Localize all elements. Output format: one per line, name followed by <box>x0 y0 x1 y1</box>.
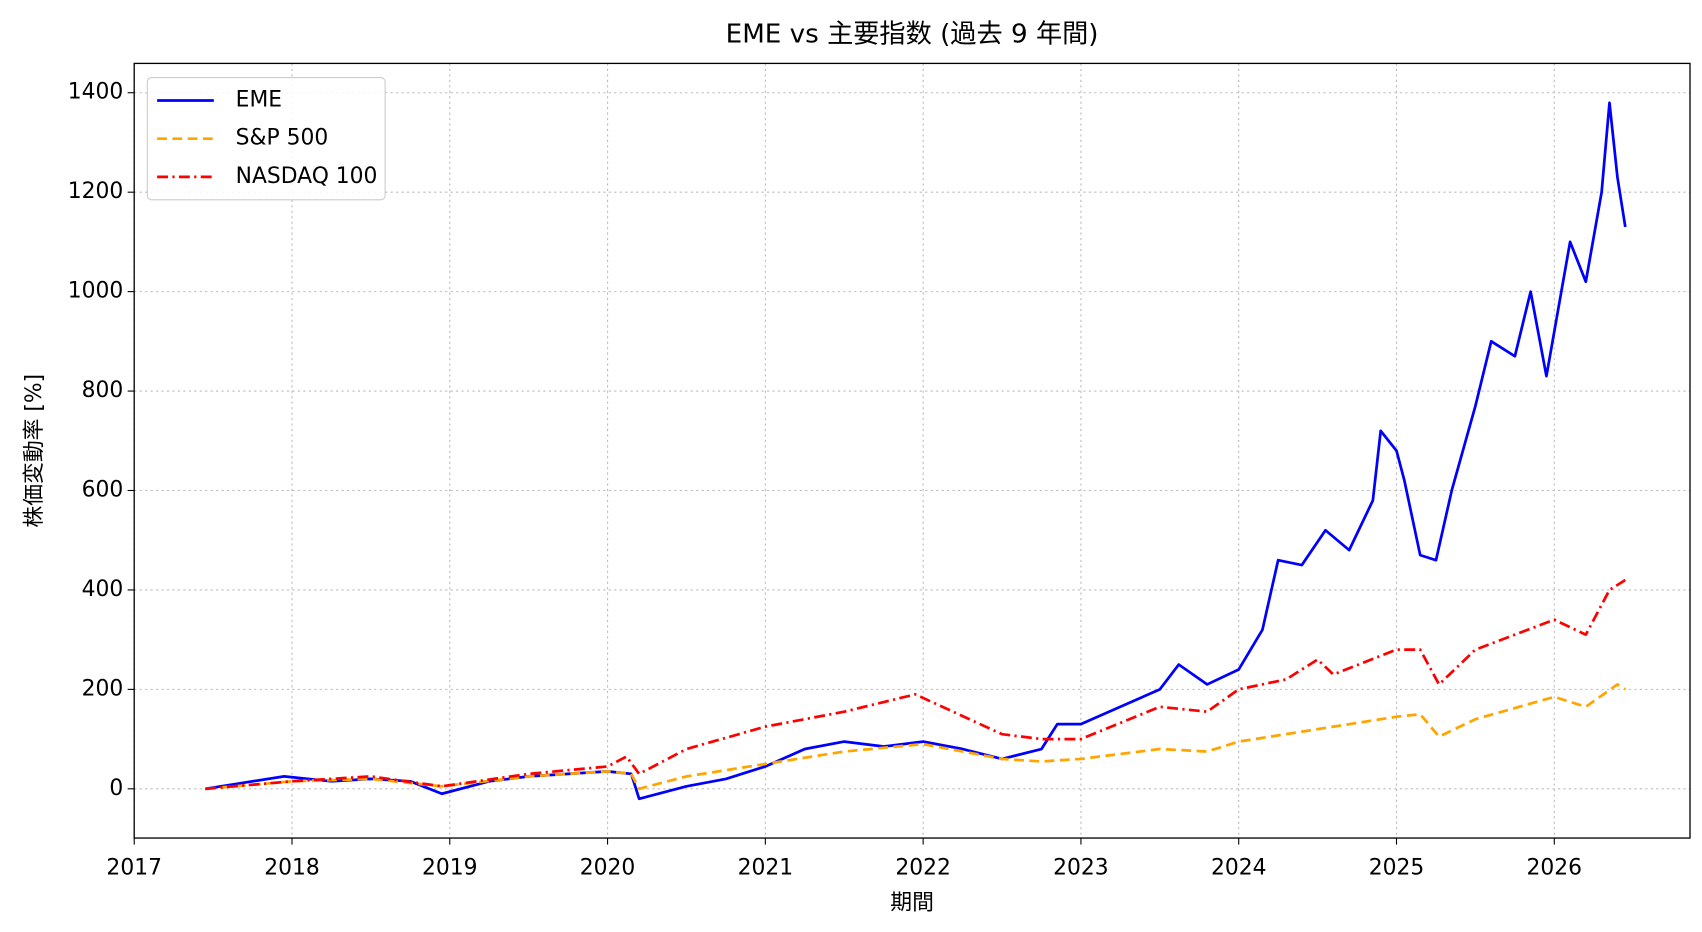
data-line <box>205 578 1627 791</box>
x-tick-label: 2020 <box>580 856 636 881</box>
legend-box <box>146 77 386 201</box>
x-tick-label: 2018 <box>264 856 320 881</box>
data-line <box>205 683 1627 791</box>
x-tick-label: 2023 <box>1053 856 1109 881</box>
legend-label: S&P 500 <box>236 126 329 151</box>
y-tick-label: 400 <box>82 577 124 602</box>
legend-label: NASDAQ 100 <box>236 164 378 189</box>
y-axis-label: 株価変動率 [%] <box>22 374 47 528</box>
x-axis-label: 期間 <box>890 891 934 916</box>
y-tick-label: 200 <box>82 676 124 701</box>
x-tick-label: 2017 <box>106 856 162 881</box>
y-tick-label: 1200 <box>68 179 124 204</box>
x-tick-label: 2025 <box>1369 856 1425 881</box>
x-tick-label: 2024 <box>1211 856 1267 881</box>
legend: EME S&P 500 NASDAQ 100 <box>146 77 386 201</box>
plot-frame <box>133 62 1691 839</box>
y-tick-label: 1000 <box>68 279 124 304</box>
x-tick-label: 2019 <box>422 856 478 881</box>
x-tick-label: 2026 <box>1527 856 1583 881</box>
y-tick-label: 800 <box>82 378 124 403</box>
data-line <box>205 101 1627 801</box>
y-tick-label: 0 <box>109 776 123 801</box>
chart-title: EME vs 主要指数 (過去 9 年間) <box>726 20 1099 50</box>
x-tick-label: 2022 <box>895 856 951 881</box>
y-tick-label: 1400 <box>68 80 124 105</box>
legend-label: EME <box>236 88 282 113</box>
y-tick-label: 600 <box>82 478 124 503</box>
x-tick-label: 2021 <box>738 856 794 881</box>
